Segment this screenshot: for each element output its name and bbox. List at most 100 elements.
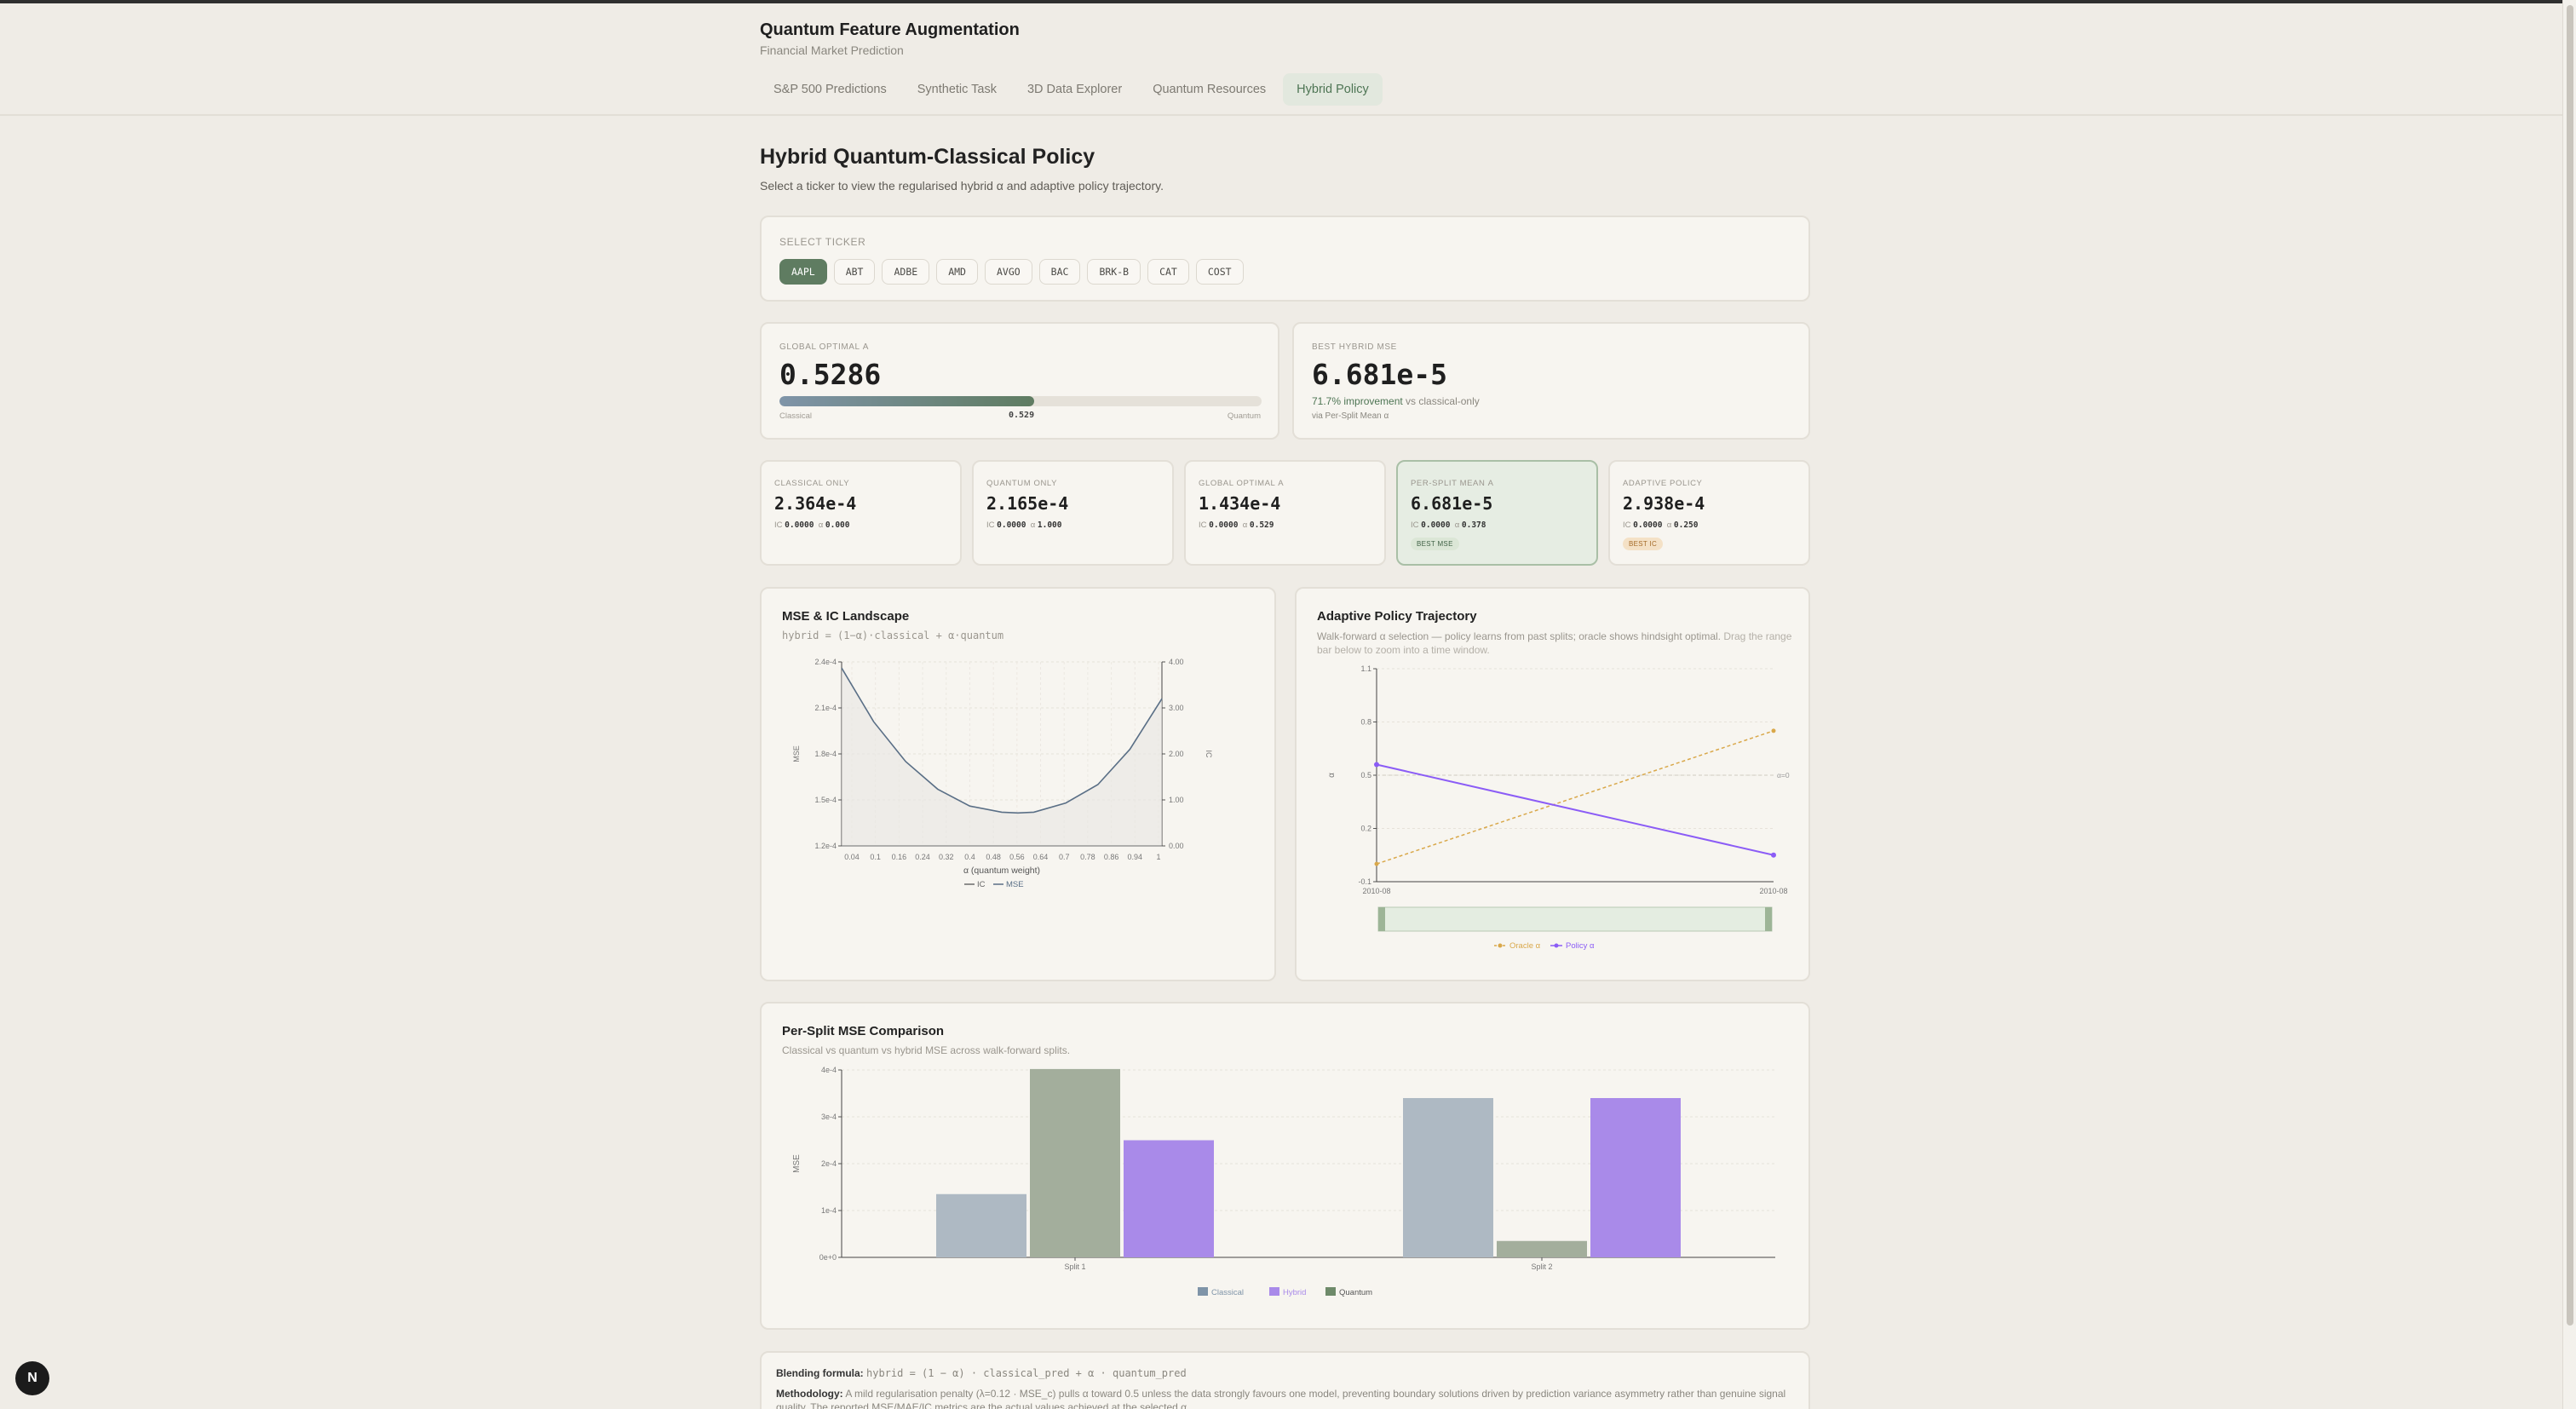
page-description: Select a ticker to view the regularised … bbox=[760, 179, 1164, 193]
improvement-percent: 71.7% improvement bbox=[1312, 395, 1403, 407]
top-border bbox=[0, 0, 2576, 3]
ticker-button-bac[interactable]: BAC bbox=[1038, 259, 1081, 285]
reference-line-label: α=0 bbox=[1777, 771, 1790, 779]
policy-alpha-point bbox=[1374, 762, 1379, 768]
tab-synthetic-task[interactable]: Synthetic Task bbox=[917, 83, 997, 96]
alpha-label: α bbox=[1242, 520, 1248, 530]
methodology-line: Methodology: A mild regularisation penal… bbox=[776, 1387, 1798, 1409]
ic-label: IC bbox=[1623, 520, 1631, 530]
metric-sub: IC 0.0000 α 0.378 bbox=[1411, 520, 1486, 530]
per-split-mse-chart[interactable]: 0e+0 1e-4 2e-4 3e-4 4e-4 MSE Split 1 Split 2 Cla… bbox=[762, 1063, 1808, 1327]
ic-value: 0.0000 bbox=[785, 520, 814, 530]
alpha-label: α bbox=[1030, 520, 1036, 530]
metric-sub: IC 0.0000 α 1.000 bbox=[986, 520, 1062, 530]
alpha-value: 0.250 bbox=[1673, 520, 1699, 530]
tab-hybrid-policy[interactable]: Hybrid Policy bbox=[1283, 73, 1383, 106]
policy-alpha-line bbox=[1376, 763, 1774, 856]
trajectory-subtitle-hint: Drag the range bar below to zoom into a … bbox=[1317, 630, 1792, 656]
next-devtools-button[interactable]: N bbox=[15, 1361, 49, 1395]
metric-label: GLOBAL OPTIMAL Α bbox=[1199, 479, 1285, 488]
blending-formula-label: Blending formula: bbox=[776, 1367, 864, 1379]
x-tick-label: 0.48 bbox=[986, 853, 1001, 861]
metric-sub: IC 0.0000 α 0.250 bbox=[1623, 520, 1699, 530]
tab-quantum-resources[interactable]: Quantum Resources bbox=[1153, 83, 1267, 96]
y2-tick-label: 2.00 bbox=[1169, 750, 1184, 758]
x-tick-label: 1 bbox=[1156, 853, 1160, 861]
alpha-value: 1.000 bbox=[1037, 520, 1062, 530]
alpha-progress-fill bbox=[779, 396, 1035, 406]
y-tick-label: 2e-4 bbox=[821, 1159, 837, 1168]
range-brush-handle-right bbox=[1765, 907, 1772, 931]
improvement-text: 71.7% improvement vs classical-only bbox=[1312, 395, 1480, 407]
x-tick-label: 0.7 bbox=[1059, 853, 1070, 861]
bar-hybrid bbox=[1590, 1098, 1681, 1257]
mse-area bbox=[842, 668, 1162, 846]
methodology-card: Blending formula: hybrid = (1 − α) · cla… bbox=[760, 1351, 1810, 1409]
alpha-bar-left-label: Classical bbox=[779, 411, 813, 421]
x-tick-label: 2010-08 bbox=[1362, 887, 1390, 895]
metric-card-classical-only[interactable]: CLASSICAL ONLY 2.364e-4 IC 0.0000 α 0.00… bbox=[760, 460, 962, 566]
bar-quantum bbox=[1497, 1240, 1587, 1257]
y-axis-label: MSE bbox=[792, 1154, 802, 1173]
global-alpha-label: GLOBAL OPTIMAL α bbox=[779, 342, 870, 352]
scrollbar-thumb[interactable] bbox=[2567, 5, 2573, 1326]
ticker-button-avgo[interactable]: AVGO bbox=[984, 259, 1032, 285]
legend-policy-label: Policy α bbox=[1566, 941, 1595, 951]
trajectory-subtitle: Walk-forward α selection — policy learns… bbox=[1317, 630, 1803, 657]
mse-line bbox=[841, 667, 1163, 814]
y-tick-label: 1.8e-4 bbox=[814, 750, 837, 758]
adaptive-policy-card: Adaptive Policy Trajectory Walk-forward … bbox=[1295, 587, 1810, 981]
tab-sp500-predictions[interactable]: S&P 500 Predictions bbox=[773, 83, 887, 96]
best-ic-badge: BEST IC bbox=[1623, 538, 1664, 550]
y-tick-label: 1.2e-4 bbox=[814, 842, 837, 850]
x-tick-label: 0.4 bbox=[964, 853, 975, 861]
page-title: Hybrid Quantum-Classical Policy bbox=[760, 145, 1095, 169]
metric-value: 2.938e-4 bbox=[1623, 493, 1705, 514]
page-scrollbar[interactable] bbox=[2562, 0, 2576, 1409]
ic-value: 0.0000 bbox=[1209, 520, 1239, 530]
ticker-button-cat[interactable]: CAT bbox=[1147, 259, 1189, 285]
mse-ic-landscape-chart[interactable]: 1.2e-4 0.00 1.5e-4 1.00 1.8e-4 2.00 2.1e-4 3.00… bbox=[762, 648, 1273, 921]
ticker-selector-card: SELECT TICKER AAPL ABT ADBE AMD AVGO BAC… bbox=[760, 216, 1810, 302]
ticker-button-brk-b[interactable]: BRK-B bbox=[1087, 259, 1141, 285]
tab-3d-data-explorer[interactable]: 3D Data Explorer bbox=[1026, 83, 1123, 96]
metric-card-per-split-mean[interactable]: PER-SPLIT MEAN Α 6.681e-5 IC 0.0000 α 0.… bbox=[1396, 460, 1598, 566]
legend-quantum-label: Quantum bbox=[1339, 1288, 1372, 1297]
alpha-value: 0.378 bbox=[1461, 520, 1486, 530]
ticker-button-aapl[interactable]: AAPL bbox=[779, 259, 827, 285]
metric-card-adaptive-policy[interactable]: ADAPTIVE POLICY 2.938e-4 IC 0.0000 α 0.2… bbox=[1608, 460, 1810, 566]
oracle-alpha-point bbox=[1771, 728, 1776, 733]
legend-hybrid-swatch bbox=[1269, 1287, 1279, 1296]
methodology-text: A mild regularisation penalty (λ=0.12 · … bbox=[776, 1388, 1786, 1409]
bar-hybrid bbox=[1124, 1140, 1214, 1257]
ticker-button-amd[interactable]: AMD bbox=[936, 259, 978, 285]
methodology-label: Methodology: bbox=[776, 1388, 843, 1400]
metric-value: 1.434e-4 bbox=[1199, 493, 1281, 514]
app-subtitle: Financial Market Prediction bbox=[760, 43, 904, 57]
ic-label: IC bbox=[774, 520, 783, 530]
metric-card-global-optimal[interactable]: GLOBAL OPTIMAL Α 1.434e-4 IC 0.0000 α 0.… bbox=[1184, 460, 1386, 566]
x-axis-label: α (quantum weight) bbox=[963, 866, 1040, 876]
metric-card-quantum-only[interactable]: QUANTUM ONLY 2.165e-4 IC 0.0000 α 1.000 bbox=[972, 460, 1174, 566]
ticker-button-adbe[interactable]: ADBE bbox=[882, 259, 930, 285]
bar-classical bbox=[936, 1193, 1026, 1257]
alpha-value: 0.529 bbox=[1249, 520, 1274, 530]
bar-classical bbox=[1403, 1098, 1493, 1257]
y-axis-label: MSE bbox=[792, 745, 801, 762]
per-split-mse-card: Per-Split MSE Comparison Classical vs qu… bbox=[760, 1002, 1810, 1330]
ic-value: 0.0000 bbox=[997, 520, 1026, 530]
ticker-button-cost[interactable]: COST bbox=[1195, 259, 1244, 285]
y-tick-label: 0.5 bbox=[1360, 771, 1371, 779]
x-tick-label: 0.78 bbox=[1080, 853, 1095, 861]
app-header: Quantum Feature Augmentation Financial M… bbox=[0, 3, 2562, 116]
ticker-list: AAPL ABT ADBE AMD AVGO BAC BRK-B CAT COS… bbox=[779, 259, 1244, 285]
ticker-button-abt[interactable]: ABT bbox=[833, 259, 876, 285]
x-tick-label: 0.32 bbox=[939, 853, 954, 861]
legend-mse-label: MSE bbox=[1006, 880, 1024, 889]
range-brush-handle-left bbox=[1378, 907, 1385, 931]
legend-policy-dot bbox=[1554, 943, 1559, 948]
adaptive-policy-chart[interactable]: -0.1 0.2 0.5 0.8 1.1 2010-08 2010-08 α α=0 Oracle… bbox=[1297, 662, 1808, 952]
y2-tick-label: 4.00 bbox=[1169, 658, 1184, 666]
y-tick-label: 2.1e-4 bbox=[814, 704, 837, 712]
y2-tick-label: 1.00 bbox=[1169, 796, 1184, 804]
